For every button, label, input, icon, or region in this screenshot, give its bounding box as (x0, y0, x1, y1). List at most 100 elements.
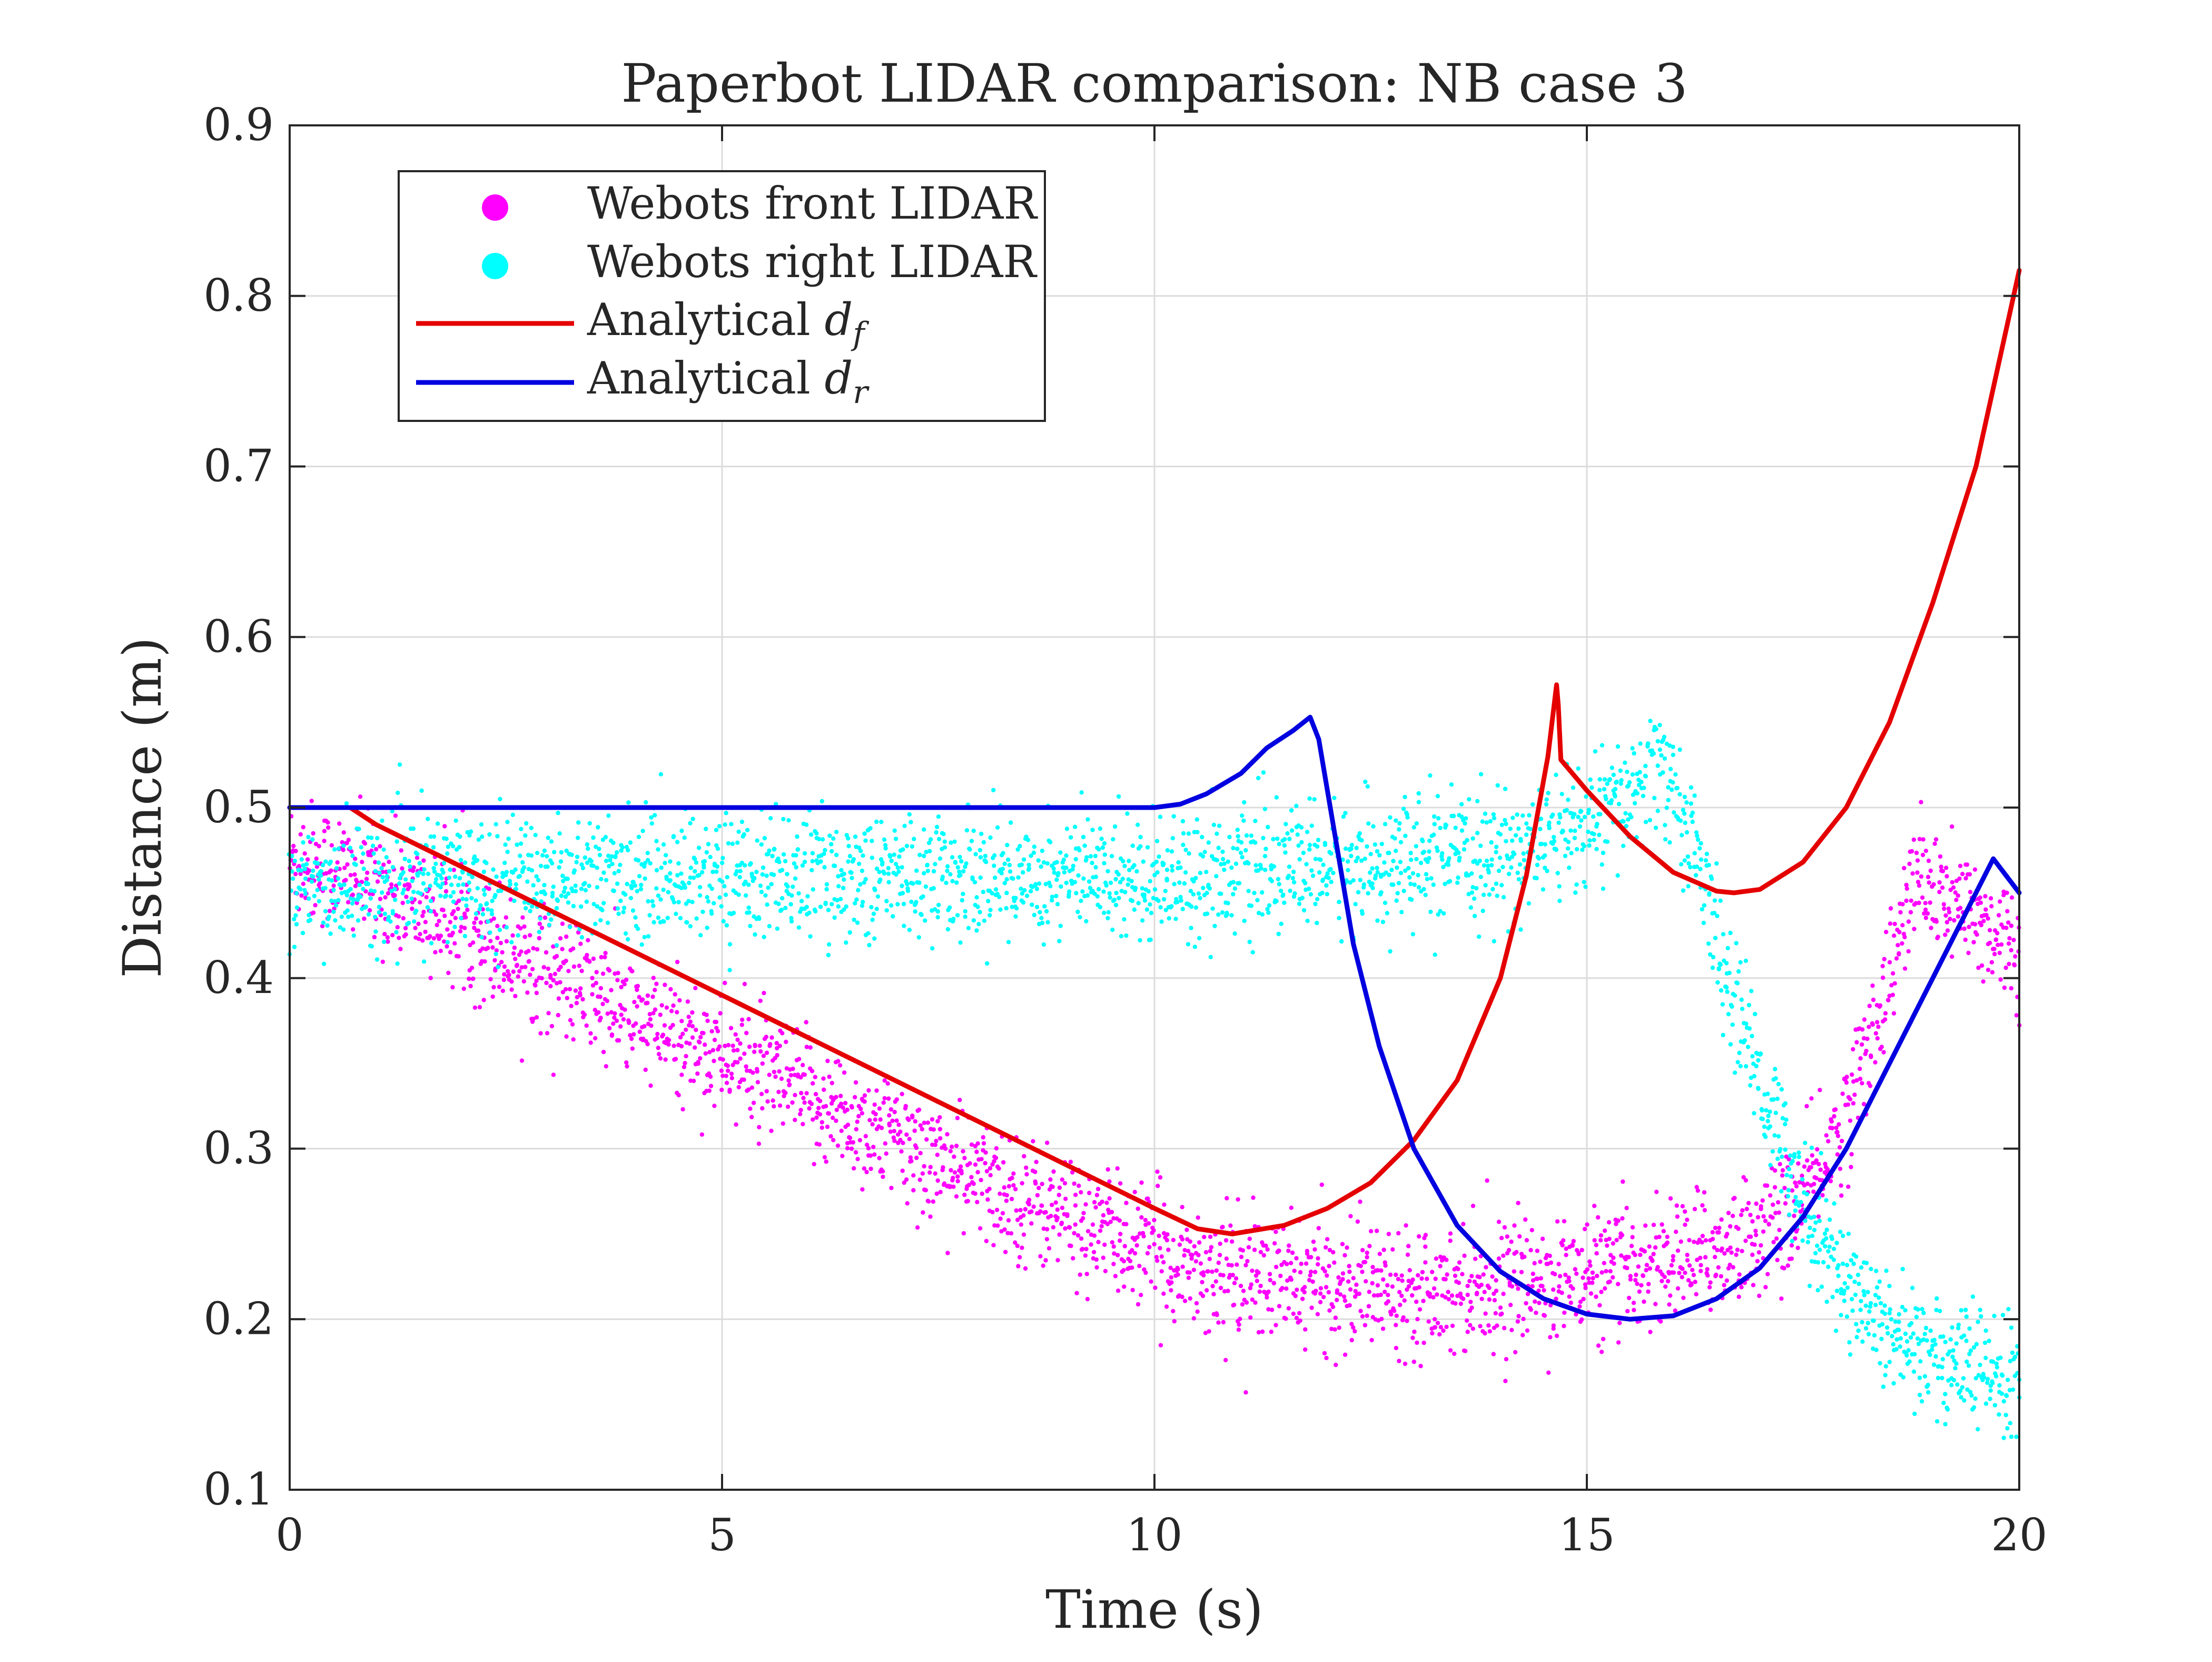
data-point (1010, 1176, 1014, 1180)
data-point (416, 922, 420, 926)
data-point (1456, 1267, 1460, 1271)
data-point (1645, 1263, 1649, 1267)
data-point (1571, 785, 1575, 790)
data-point (1998, 951, 2002, 955)
data-point (1324, 883, 1328, 888)
data-point (845, 1146, 850, 1150)
data-point (1728, 931, 1732, 935)
data-point (1202, 1235, 1206, 1239)
data-point (1040, 1204, 1044, 1208)
data-point (328, 931, 332, 936)
data-point (1939, 864, 1943, 869)
data-point (1663, 837, 1667, 841)
data-point (808, 1045, 813, 1049)
data-point (502, 965, 507, 969)
data-point (1417, 800, 1421, 804)
data-point (1986, 916, 1990, 920)
data-point (1224, 1196, 1229, 1200)
data-point (769, 882, 774, 886)
data-point (1069, 1160, 1073, 1164)
data-point (1364, 1279, 1368, 1283)
data-point (482, 870, 486, 874)
data-point (1152, 1242, 1156, 1246)
data-point (1881, 976, 1885, 980)
data-point (604, 859, 608, 863)
data-point (1728, 1245, 1732, 1250)
data-point (1445, 1272, 1449, 1276)
data-point (461, 882, 465, 887)
data-point (616, 906, 620, 910)
data-point (1587, 838, 1592, 842)
data-point (1653, 1245, 1657, 1250)
data-point (1446, 1290, 1450, 1294)
data-point (1215, 858, 1219, 862)
data-point (1158, 1246, 1162, 1250)
data-point (298, 887, 302, 891)
data-point (1048, 884, 1052, 888)
data-point (301, 840, 305, 844)
data-point (1500, 823, 1504, 827)
data-point (1605, 1243, 1609, 1247)
data-point (738, 1041, 742, 1046)
data-point (1680, 1275, 1684, 1279)
data-point (558, 936, 562, 940)
data-point (1621, 1179, 1625, 1184)
data-point (1412, 825, 1416, 829)
data-point (1641, 1273, 1645, 1277)
data-point (708, 855, 713, 859)
data-point (1773, 1185, 1777, 1189)
data-point (1301, 851, 1306, 855)
data-point (363, 841, 367, 845)
data-point (2010, 896, 2014, 900)
data-point (1790, 1239, 1794, 1243)
data-point (1693, 1207, 1697, 1211)
data-point (1482, 863, 1486, 868)
data-point (1944, 874, 1949, 878)
data-point (1062, 870, 1066, 874)
data-point (1599, 1290, 1603, 1294)
data-point (1469, 1305, 1474, 1310)
data-point (838, 897, 843, 901)
data-point (1548, 1335, 1552, 1339)
data-point (1309, 1305, 1314, 1310)
data-point (776, 902, 781, 906)
data-point (959, 1169, 963, 1173)
data-point (580, 935, 584, 939)
data-point (1731, 1022, 1735, 1027)
data-point (458, 834, 462, 839)
data-point (606, 1011, 610, 1016)
data-point (1334, 1363, 1338, 1367)
data-point (760, 1106, 764, 1110)
data-point (1242, 800, 1246, 804)
data-point (1729, 1251, 1733, 1255)
data-point (1739, 960, 1743, 965)
data-point (1592, 838, 1596, 842)
data-point (1468, 1300, 1473, 1304)
data-point (1183, 870, 1188, 874)
data-point (1187, 851, 1191, 855)
data-point (1289, 1261, 1293, 1265)
data-point (1643, 764, 1647, 768)
data-point (1239, 1284, 1243, 1288)
data-point (1845, 1314, 1849, 1319)
data-point (1835, 1130, 1839, 1134)
data-point (1920, 896, 1924, 900)
data-point (593, 1036, 597, 1040)
data-point (890, 859, 894, 863)
data-point (1219, 1286, 1223, 1290)
data-point (1036, 1186, 1041, 1190)
data-point (1007, 1184, 1011, 1188)
data-point (468, 984, 472, 988)
data-point (2013, 954, 2017, 958)
data-point (950, 879, 954, 883)
data-point (651, 920, 656, 925)
data-point (396, 791, 400, 795)
data-point (388, 919, 392, 923)
data-point (1486, 863, 1490, 868)
data-point (423, 920, 428, 924)
data-point (1520, 1333, 1525, 1337)
data-point (692, 1079, 696, 1083)
data-point (536, 878, 540, 882)
data-point (1157, 1234, 1161, 1238)
data-point (745, 828, 749, 832)
